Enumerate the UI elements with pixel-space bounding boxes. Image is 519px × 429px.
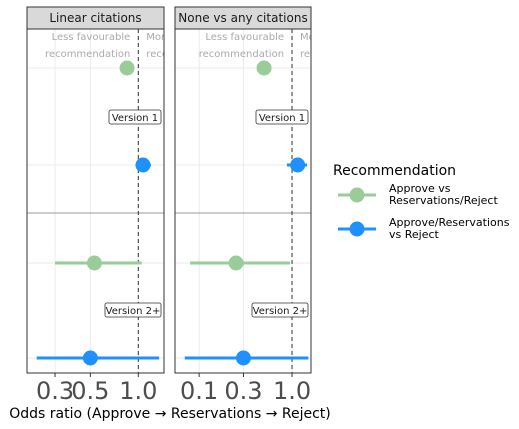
row-label: Version 1 xyxy=(259,113,305,124)
legend: Recommendation Approve vsReservations/Re… xyxy=(333,163,510,241)
legend-key-point xyxy=(349,187,365,203)
annotation-left-line2: recommendation xyxy=(45,49,130,60)
x-tick-label: 0.3 xyxy=(36,377,74,405)
row-label-badge xyxy=(108,109,162,125)
panel-2: None vs any citations Less favourable reco… xyxy=(174,6,325,405)
legend-item-label-line2: vs Reject xyxy=(389,228,440,241)
legend-item-label-line1: Approve vs xyxy=(389,182,451,195)
x-tick-label: 0.5 xyxy=(71,377,109,405)
annotation-right-line1: More xyxy=(300,32,325,43)
annotation-left-line1: Less favourable xyxy=(52,32,131,43)
panel-plot-area: Less favourable recommendation More reco Ver… xyxy=(175,29,325,373)
panel-plot-area: Less favourable recommendation More reco Ver… xyxy=(27,29,171,373)
row-label-badge xyxy=(104,302,162,318)
legend-title: Recommendation xyxy=(333,163,456,179)
x-tick-label: 1.0 xyxy=(119,377,157,405)
estimate-point xyxy=(86,255,102,271)
panel-1: Linear citations Less favourable recommend… xyxy=(26,6,171,405)
estimate-point xyxy=(290,157,306,173)
row-label: Version 1 xyxy=(112,113,158,124)
row-label: Version 2+ xyxy=(106,306,161,317)
estimate-point xyxy=(82,350,98,366)
row-label-badge xyxy=(255,109,309,125)
panel-title: None vs any citations xyxy=(178,11,307,25)
x-tick-label: 0.1 xyxy=(180,377,218,405)
row-label: Version 2+ xyxy=(253,306,308,317)
legend-key-point xyxy=(349,221,365,237)
legend-item-label-line2: Reservations/Reject xyxy=(389,194,498,207)
estimate-point xyxy=(228,255,244,271)
legend-item-label-line1: Approve/Reservations xyxy=(389,216,510,229)
x-tick-label: 1.0 xyxy=(273,377,311,405)
estimate-point xyxy=(135,157,151,173)
annotation-left-line2: recommendation xyxy=(199,49,284,60)
panel-title: Linear citations xyxy=(49,11,141,25)
x-axis-label: Odds ratio (Approve → Reservations → Rej… xyxy=(9,406,330,422)
panel-border xyxy=(26,28,165,374)
annotation-left-line1: Less favourable xyxy=(205,32,284,43)
annotation-right-line2: reco xyxy=(300,49,322,60)
annotation-right-line1: More xyxy=(146,32,171,43)
estimate-point xyxy=(235,350,251,366)
x-tick-label: 0.3 xyxy=(224,377,262,405)
panel-background xyxy=(27,29,164,373)
row-label-badge xyxy=(251,302,309,318)
estimate-point xyxy=(256,60,272,76)
estimate-point xyxy=(119,60,135,76)
annotation-right-line2: reco xyxy=(146,49,168,60)
